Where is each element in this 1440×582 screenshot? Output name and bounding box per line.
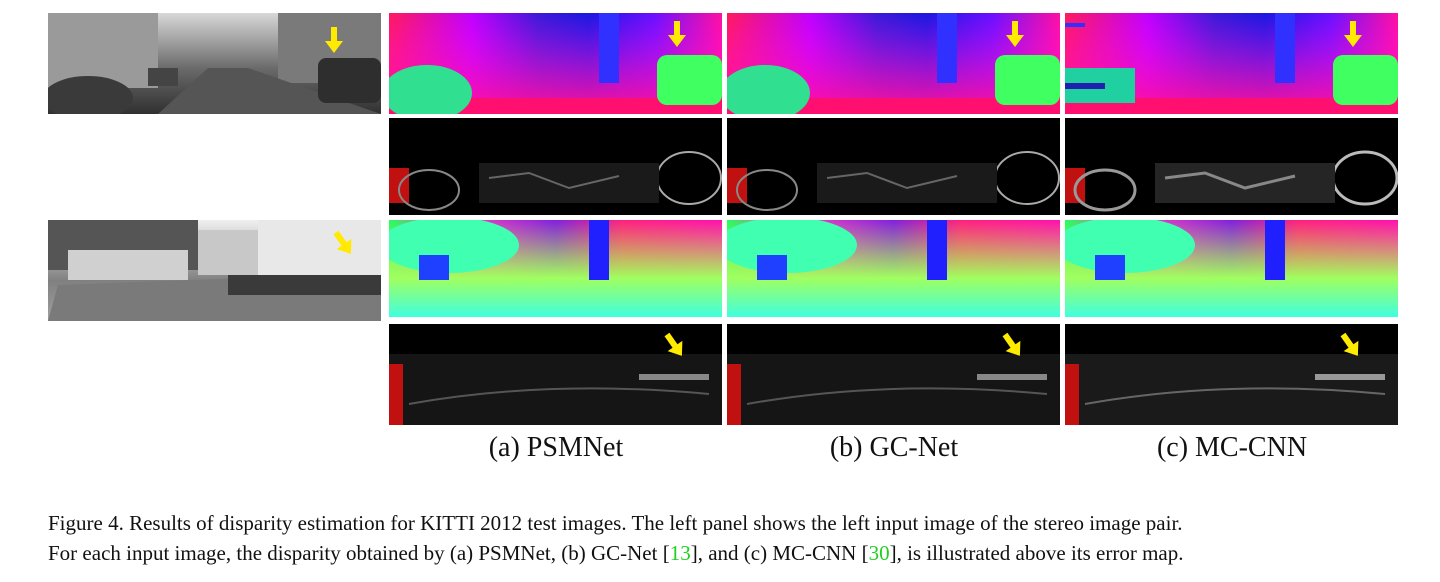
input-image-2 (48, 220, 381, 321)
mccnn-disparity-2 (1065, 220, 1398, 317)
gcnet-disparity-1 (727, 13, 1060, 114)
arrow-icon (997, 329, 1028, 361)
arrow-icon (659, 329, 690, 361)
arrow-icon (328, 227, 359, 259)
citation-link[interactable]: 13 (669, 541, 691, 565)
psmnet-error-2 (389, 324, 722, 425)
mccnn-error-2 (1065, 324, 1398, 425)
arrow-icon (1344, 21, 1362, 47)
psmnet-disparity-2 (389, 220, 722, 317)
column-label-mccnn: (c) MC-CNN (1156, 432, 1308, 463)
figure-caption: Figure 4. Results of disparity estimatio… (48, 508, 1433, 568)
arrow-icon (1006, 21, 1024, 47)
gcnet-error-1 (727, 118, 1060, 215)
arrow-icon (668, 21, 686, 47)
caption-text: ], and (c) MC-CNN [ (690, 541, 869, 565)
caption-line-1: Figure 4. Results of disparity estimatio… (48, 511, 1183, 535)
psmnet-error-1 (389, 118, 722, 215)
psmnet-disparity-1 (389, 13, 722, 114)
arrow-icon (1335, 329, 1366, 361)
arrow-icon (325, 27, 343, 53)
caption-text: ], is illustrated above its error map. (889, 541, 1184, 565)
column-label-psmnet: (a) PSMNet (488, 432, 624, 463)
gcnet-error-2 (727, 324, 1060, 425)
input-image-1 (48, 13, 381, 114)
mccnn-error-1 (1065, 118, 1398, 215)
mccnn-disparity-1 (1065, 13, 1398, 114)
gcnet-disparity-2 (727, 220, 1060, 317)
caption-text: For each input image, the disparity obta… (48, 541, 670, 565)
caption-line-2: For each input image, the disparity obta… (48, 538, 1433, 568)
column-label-gcnet: (b) GC-Net (829, 432, 959, 463)
citation-link[interactable]: 30 (868, 541, 890, 565)
